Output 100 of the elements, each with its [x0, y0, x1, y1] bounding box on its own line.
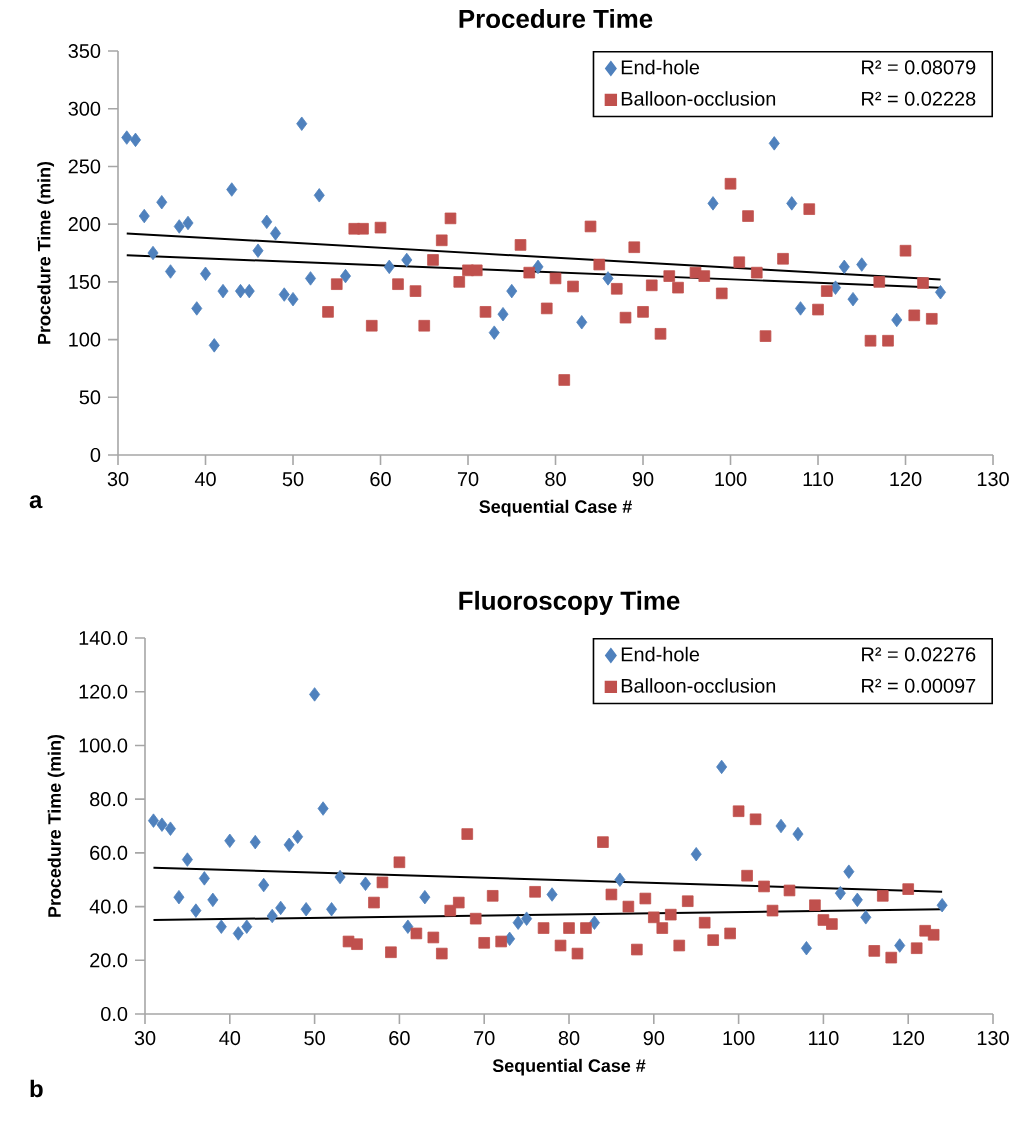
point: [902, 883, 914, 895]
y-tick-label: 100: [69, 332, 101, 347]
point: [580, 922, 592, 934]
point: [927, 929, 940, 941]
point: [935, 285, 946, 300]
point: [864, 334, 877, 347]
point: [656, 922, 669, 934]
point: [252, 243, 264, 258]
y-tick-label: 140.0: [79, 630, 128, 646]
point: [182, 215, 194, 231]
point: [305, 271, 316, 286]
point: [156, 817, 168, 832]
y-tick-label: 150: [69, 274, 101, 289]
point: [190, 903, 202, 918]
x-tick-label: 100: [715, 472, 747, 487]
point: [121, 130, 133, 145]
y-tick-label: 100.0: [79, 738, 128, 753]
y-tick-label: 250: [68, 159, 101, 174]
point: [622, 900, 635, 913]
point: [461, 828, 474, 840]
x-tick-label: 50: [282, 472, 304, 487]
point: [707, 196, 719, 211]
y-tick-label: 0: [90, 447, 101, 463]
point: [803, 203, 816, 215]
point: [506, 283, 518, 299]
point: [749, 813, 762, 826]
point: [558, 374, 571, 386]
point: [645, 279, 658, 292]
point: [715, 287, 728, 300]
point: [497, 307, 509, 322]
point: [283, 837, 295, 852]
point: [478, 937, 490, 949]
point: [742, 210, 754, 222]
legend-label: End-hole: [621, 646, 700, 662]
point: [173, 219, 185, 234]
x-tick-label: 90: [632, 472, 654, 487]
point: [410, 927, 423, 940]
point: [138, 208, 150, 224]
point: [261, 214, 273, 230]
point: [444, 212, 457, 225]
point: [368, 896, 380, 909]
point: [270, 226, 281, 241]
point: [383, 259, 395, 275]
point: [418, 319, 431, 332]
point: [795, 301, 806, 316]
point: [631, 943, 643, 956]
point: [910, 942, 923, 954]
point: [605, 888, 618, 901]
point: [427, 254, 439, 266]
point: [838, 259, 850, 275]
point: [514, 239, 527, 251]
x-axis-title: Sequential Case #: [479, 499, 632, 517]
point: [376, 876, 389, 889]
x-tick-label: 90: [643, 1031, 665, 1046]
y-axis-title: Procedure Time (min): [37, 161, 55, 344]
point: [786, 196, 798, 211]
point: [521, 911, 533, 926]
x-tick-label: 60: [389, 1031, 410, 1046]
point: [885, 951, 898, 964]
point: [899, 244, 912, 257]
point: [444, 904, 457, 917]
point: [759, 330, 772, 342]
annotation: R² = 0.00097: [862, 678, 976, 693]
point: [334, 869, 346, 885]
x-axis-title: Sequential Case #: [492, 1058, 646, 1076]
point: [217, 283, 229, 299]
point: [750, 266, 763, 279]
y-tick-label: 200: [68, 217, 101, 232]
point: [147, 245, 159, 261]
point: [392, 278, 404, 290]
point: [851, 892, 863, 908]
x-tick-label: 120: [890, 472, 922, 487]
point: [486, 890, 499, 902]
point: [436, 947, 448, 960]
point: [673, 939, 686, 952]
point: [549, 272, 562, 285]
point: [226, 182, 238, 197]
point: [663, 270, 676, 282]
y-tick-label: 60.0: [90, 845, 128, 860]
point: [783, 884, 796, 897]
point: [258, 877, 270, 893]
point: [602, 271, 614, 286]
point: [654, 328, 667, 340]
chart-title: Procedure Time: [459, 8, 653, 29]
point: [576, 315, 588, 330]
point: [637, 306, 649, 318]
x-tick-label: 70: [457, 472, 479, 487]
x-tick-label: 30: [134, 1031, 156, 1046]
point: [317, 801, 329, 816]
point: [200, 266, 211, 281]
y-tick-label: 20.0: [90, 953, 128, 968]
point: [479, 306, 492, 318]
point: [401, 252, 413, 268]
point: [393, 856, 406, 869]
point: [882, 334, 894, 347]
point: [809, 899, 821, 912]
x-tick-label: 120: [893, 1031, 925, 1046]
point: [208, 338, 220, 353]
point: [287, 292, 299, 307]
text: b: [30, 1079, 43, 1098]
